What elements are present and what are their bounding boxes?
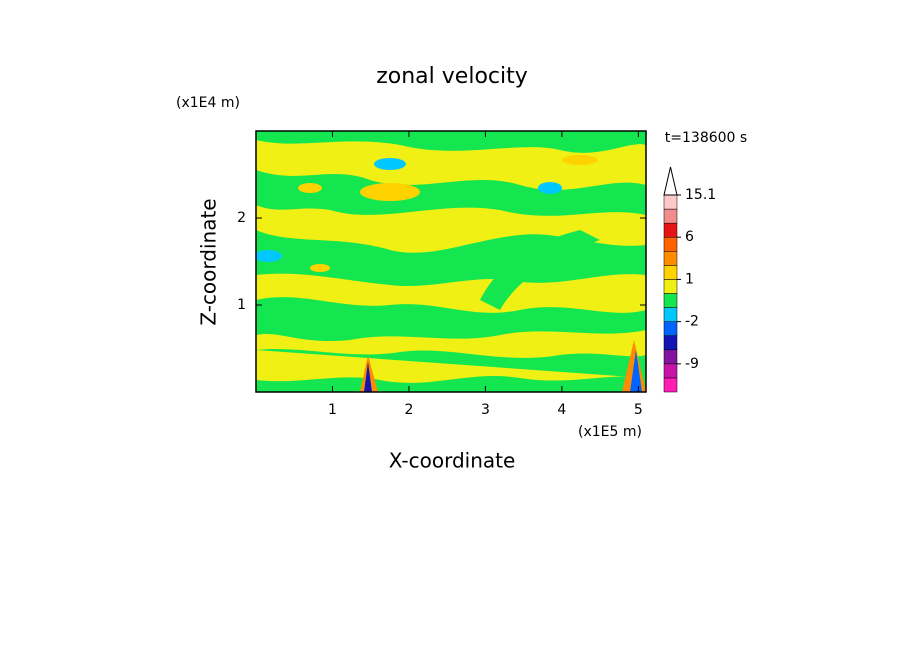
x-tick-label: 5 <box>634 402 643 418</box>
x-tick-label: 3 <box>481 402 490 418</box>
colorbar-tick-label: -2 <box>685 314 699 330</box>
colorbar-segment <box>663 321 678 336</box>
x-tick-label: 2 <box>404 402 413 418</box>
colorbar-segment <box>663 307 678 322</box>
chart-title: zonal velocity <box>376 64 528 89</box>
contour-field <box>256 131 646 392</box>
y-scale-label: (x1E4 m) <box>176 95 240 111</box>
colorbar-segment <box>663 265 678 280</box>
colorbar-segment <box>663 251 678 266</box>
y-tick-label: 1 <box>237 297 246 313</box>
colorbar-segment <box>663 194 678 210</box>
colorbar-segment <box>663 293 678 308</box>
plot-frame <box>255 130 647 393</box>
colorbar-tick-label: -9 <box>685 356 699 372</box>
x-axis-label: X-coordinate <box>389 449 516 473</box>
colorbar-tick-label: 1 <box>685 271 694 287</box>
colorbar-segment <box>663 335 678 351</box>
colorbar-tick-label: 6 <box>685 229 694 245</box>
x-tick-label: 4 <box>557 402 566 418</box>
colorbar-segment <box>663 208 678 224</box>
colorbar-tick-label: 15.1 <box>685 187 716 203</box>
colorbar-extension <box>663 166 678 196</box>
colorbar-segment <box>663 279 678 294</box>
annotation: t=138600 s <box>665 130 747 146</box>
colorbar-segment <box>663 222 678 238</box>
y-tick-label: 2 <box>237 210 246 226</box>
colorbar-segment <box>663 349 678 365</box>
colorbar-segment <box>663 363 678 379</box>
colorbar-segment <box>663 377 678 393</box>
x-scale-label: (x1E5 m) <box>578 424 642 440</box>
x-tick-label: 1 <box>328 402 337 418</box>
colorbar-segment <box>663 236 678 252</box>
y-axis-label: Z-coordinate <box>197 198 221 325</box>
